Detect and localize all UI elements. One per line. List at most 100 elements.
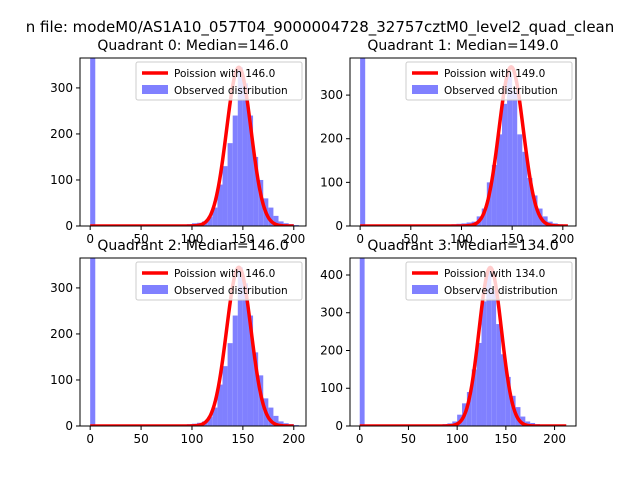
legend-label-fit: Poission with 149.0 [444,68,545,80]
subplot-title: Quadrant 3: Median=134.0 [367,238,558,254]
x-tick-label: 50 [403,232,418,246]
x-tick-label: 100 [181,432,204,446]
x-tick-label: 0 [86,432,94,446]
histogram-bar [491,164,497,226]
legend-box [405,261,573,301]
x-tick-label: 100 [450,232,473,246]
histogram-bar [359,258,365,426]
y-tick-label: 200 [320,343,343,357]
legend-label-observed: Observed distribution [444,85,558,97]
histogram-bar [232,115,238,226]
x-tick-label: 150 [494,432,517,446]
legend-label-fit: Poission with 146.0 [174,68,275,80]
figure-suptitle: n file: modeM0/AS1A10_057T04_9000004728_… [26,18,615,37]
histogram-bar [90,58,96,226]
histogram-bar [505,376,511,426]
legend-bar-swatch [412,85,438,94]
histogram-bar [527,178,533,226]
x-tick-label: 150 [501,232,524,246]
x-tick-label: 200 [543,432,566,446]
y-tick-label: 200 [50,327,73,341]
histogram-bar [512,90,518,226]
subplot-quadrant-0: 0 50 100 150 200 0 100 200 300 Quadrant 0: Median… [50,38,307,246]
legend: Poission with 146.0 Observed distribution [135,61,303,101]
y-tick-label: 0 [335,219,343,233]
legend-label-fit: Poission with 146.0 [174,268,275,280]
y-tick-label: 300 [320,306,343,320]
y-tick-label: 300 [50,281,73,295]
y-tick-label: 100 [320,175,343,189]
histogram-bar [207,216,213,226]
histogram-bar [507,73,513,226]
legend-bar-swatch [142,85,168,94]
axes-frame [79,57,307,227]
histogram-bar [500,354,506,426]
histogram-bar [273,215,279,226]
histogram-bar [532,195,538,226]
subplot-title: Quadrant 1: Median=149.0 [367,38,558,54]
histogram-bar [268,207,274,226]
x-tick-label: 150 [231,432,254,446]
histogram-bar [517,134,523,226]
histogram-bar [247,315,254,426]
histogram-bar [258,179,264,226]
histogram-bar [212,207,218,226]
histogram-bar [360,58,366,226]
x-tick-label: 200 [282,232,305,246]
legend-box [135,261,303,301]
y-tick-label: 0 [65,219,73,233]
y-tick-label: 0 [335,419,343,433]
histogram-bar [268,407,274,426]
axes-frame [349,57,577,227]
legend-bar-swatch [412,285,438,294]
axes-frame [79,257,307,427]
y-tick-label: 0 [65,419,73,433]
y-tick-label: 200 [50,127,73,141]
histogram-bar [522,151,528,226]
legend-box [405,61,573,101]
legend: Poission with 134.0 Observed distribution [405,261,573,301]
x-tick-label: 200 [282,432,305,446]
histogram-bar [237,67,243,226]
histogram-bar [227,143,233,226]
plot-area [89,258,299,426]
histogram-bar [217,184,223,226]
histogram-bar [520,416,526,426]
histogram-bar [502,103,508,226]
legend-label-fit: Poission with 134.0 [444,268,545,280]
histogram-bar [253,352,259,426]
legend-label-observed: Observed distribution [444,285,558,297]
histogram-bar [242,283,248,426]
histogram-bar [247,115,254,226]
subplot-quadrant-3: 0 50 100 150 200 0 100 200 300 400 Quadrant 3: Med… [320,238,577,446]
y-tick-label: 100 [50,173,73,187]
histogram-bar [217,384,223,426]
x-tick-label: 200 [551,232,574,246]
histogram-bar [481,301,487,426]
histogram-bar [222,366,228,426]
legend-box [135,61,303,101]
subplot-quadrant-1: 0 50 100 150 200 0 100 200 300 Quadrant 1: Median… [320,38,577,246]
y-tick-label: 300 [320,88,343,102]
subplot-title: Quadrant 2: Median=146.0 [97,238,288,254]
x-tick-label: 50 [133,432,148,446]
subplot-quadrant-2: 0 50 100 150 200 0 100 200 300 Quadrant 2: Median… [50,238,307,446]
histogram-bar [481,208,487,226]
histogram-bar [212,407,218,426]
y-tick-label: 400 [320,268,343,282]
y-tick-label: 200 [320,132,343,146]
x-tick-label: 0 [86,232,94,246]
histogram-bar [471,369,477,426]
histogram-bar [90,258,96,426]
x-tick-label: 50 [133,232,148,246]
histogram-bar [207,416,213,426]
subplot-title: Quadrant 0: Median=146.0 [97,38,288,54]
legend-label-observed: Observed distribution [174,85,288,97]
legend: Poission with 149.0 Observed distribution [405,61,573,101]
histogram-bar [273,415,279,426]
histogram-bar [496,134,503,226]
histogram-bar [278,421,284,426]
legend-bar-swatch [142,285,168,294]
x-tick-label: 0 [356,232,364,246]
